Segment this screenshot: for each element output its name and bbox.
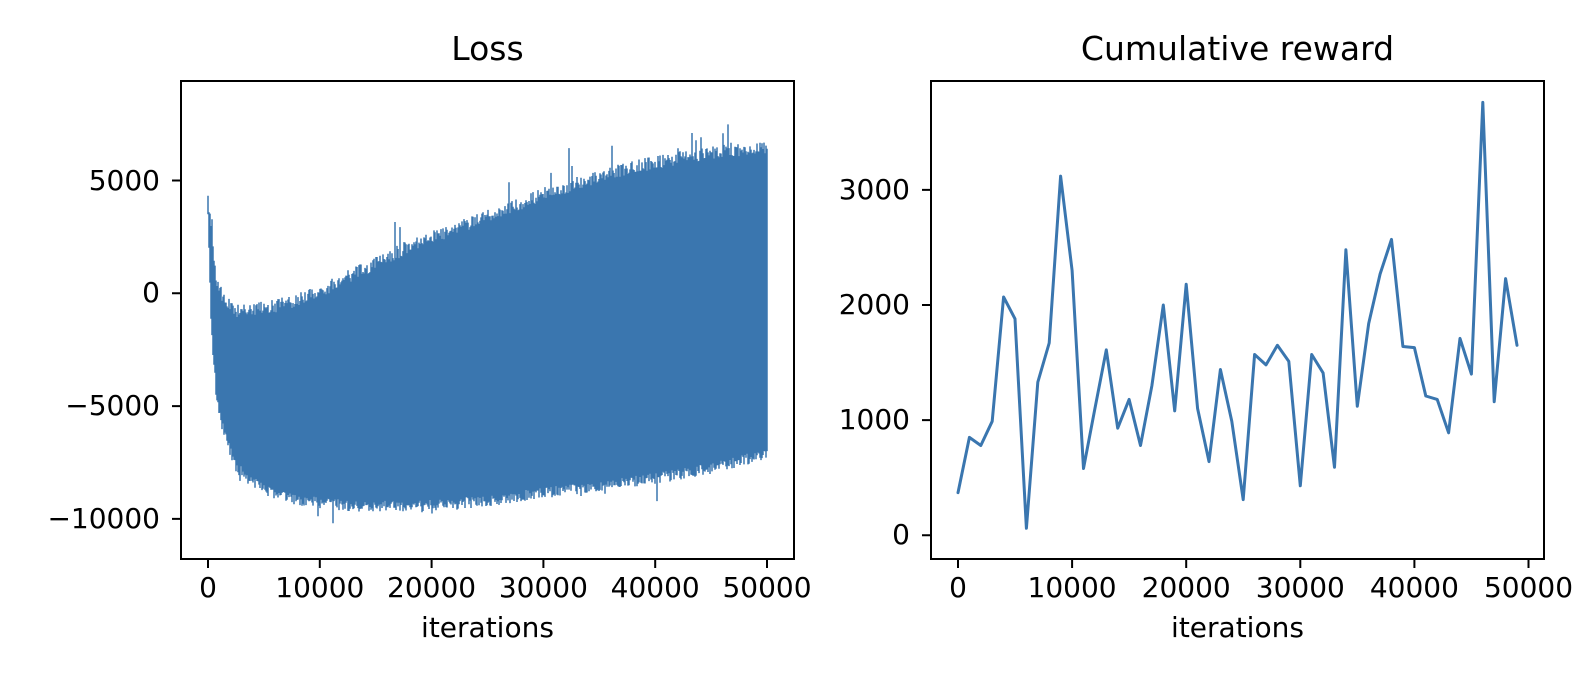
reward-title: Cumulative reward <box>1080 29 1395 68</box>
loss-x-tick-label: 40000 <box>610 571 700 604</box>
reward-x-tick-label: 20000 <box>1141 571 1231 604</box>
loss-x-tick-label: 50000 <box>722 571 812 604</box>
reward-x-tick-label: 0 <box>949 571 967 604</box>
reward-y-tick-label: 2000 <box>838 288 910 321</box>
loss-x-tick-label: 10000 <box>275 571 365 604</box>
reward-x-tick-label: 50000 <box>1483 571 1574 604</box>
reward-tick-marks <box>922 188 1530 568</box>
reward-y-tick-label: 0 <box>892 518 910 552</box>
loss-x-tick-label: 0 <box>199 571 217 604</box>
loss-x-axis-label: iterations <box>421 611 554 644</box>
reward-canvas <box>922 80 1545 568</box>
loss-x-tick-label: 30000 <box>498 571 588 604</box>
loss-plot-area: Loss iterations 0 10000 20000 30000 40000 500… <box>47 29 811 644</box>
loss-x-tick-label: 20000 <box>387 571 477 604</box>
reward-x-tick-label: 30000 <box>1255 571 1345 604</box>
reward-plot-area: Cumulative reward iterations 0 10000 20000… <box>839 29 1573 644</box>
loss-series <box>207 124 768 524</box>
loss-y-tick-label: −5000 <box>65 389 160 423</box>
reward-y-tick-label: 3000 <box>838 172 910 206</box>
loss-y-tick-label: −10000 <box>47 501 160 535</box>
loss-tick-marks <box>172 179 768 568</box>
loss-title: Loss <box>451 29 524 68</box>
loss-y-tick-label: 5000 <box>88 163 160 197</box>
reward-axes-frame <box>930 80 1545 560</box>
loss-axes-frame <box>180 80 795 560</box>
reward-x-tick-label: 40000 <box>1369 571 1459 604</box>
loss-canvas <box>172 80 795 568</box>
loss-y-tick-label: 0 <box>142 276 160 310</box>
reward-x-tick-label: 10000 <box>1027 571 1117 604</box>
reward-series <box>956 100 1519 530</box>
reward-y-tick-label: 1000 <box>838 403 910 437</box>
reward-x-axis-label: iterations <box>1171 611 1304 644</box>
